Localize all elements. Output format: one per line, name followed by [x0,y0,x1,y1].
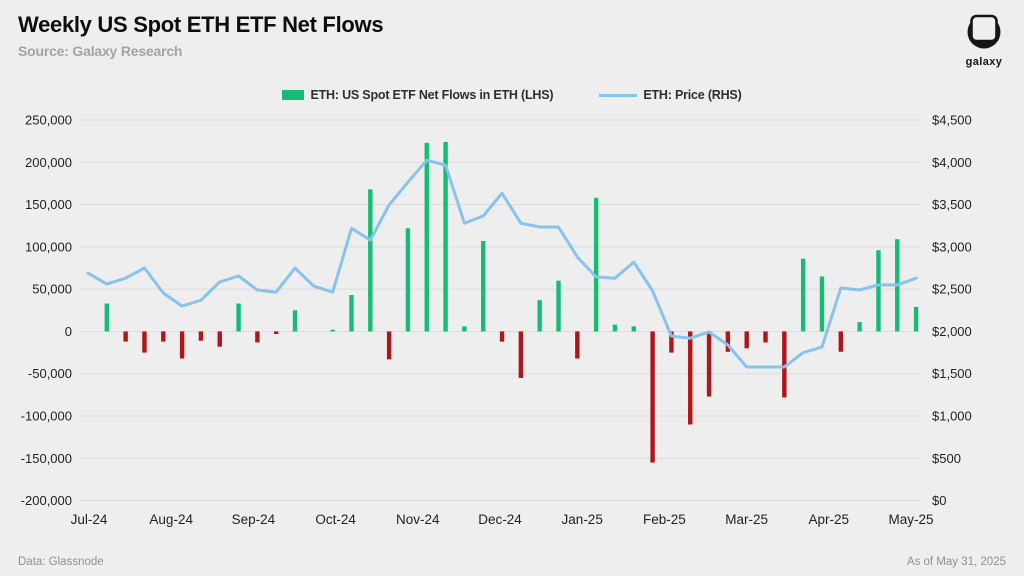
left-axis-tick: -100,000 [21,409,72,424]
galaxy-logo: galaxy [960,8,1008,68]
inflow-bar [481,240,486,332]
right-axis-tick: $4,000 [932,155,972,170]
chart-header: Weekly US Spot ETH ETF Net Flows Source:… [18,12,384,59]
right-axis-tick: $2,500 [932,282,972,297]
source-subtitle: Source: Galaxy Research [18,43,183,59]
legend: ETH: US Spot ETF Net Flows in ETH (LHS) … [0,88,1024,102]
inflow-bar [292,310,298,332]
inflow-bar [612,324,618,332]
right-axis-tick: $2,000 [932,324,972,339]
outflow-bar [217,331,222,347]
x-axis-month-label: Nov-24 [396,512,440,527]
outflow-bar [161,331,166,342]
data-source-note: Data: Glassnode [18,556,104,568]
outflow-bar [518,331,524,378]
left-axis-tick: 200,000 [25,155,72,170]
left-axis-tick: 50,000 [32,282,72,297]
inflow-bar [104,303,110,332]
legend-item-flows[interactable]: ETH: US Spot ETF Net Flows in ETH (LHS) [282,88,554,102]
inflow-bar [236,303,241,332]
outflow-bar [198,331,204,341]
galaxy-logo-icon [967,14,1001,49]
inflow-bar [556,280,561,332]
right-axis-tick: $1,500 [932,366,972,381]
legend-item-price[interactable]: ETH: Price (RHS) [599,88,742,102]
outflow-bar [688,331,693,425]
outflow-bar [499,331,505,342]
legend-price-label: ETH: Price (RHS) [643,88,742,102]
inflow-bar [913,306,919,332]
outflow-bar [386,331,392,360]
x-axis-month-label: May-25 [888,512,933,527]
outflow-bar [123,331,128,342]
left-axis-tick: 100,000 [25,239,72,254]
inflow-bar [405,228,411,332]
right-axis-tick: $1,000 [932,409,972,424]
flows-swatch-icon [282,90,305,100]
outflow-bar [179,331,185,359]
inflow-bar [800,258,806,332]
outflow-bar [575,331,580,359]
left-axis-tick: 0 [65,324,72,339]
outflow-bar [255,331,260,343]
x-axis-month-label: Dec-24 [478,512,522,527]
galaxy-logo-text: galaxy [965,56,1003,68]
x-axis-month-label: Jul-24 [71,512,108,527]
as-of-date: As of May 31, 2025 [906,556,1006,568]
outflow-bar [706,331,712,397]
outflow-bar [669,331,674,353]
x-axis-month-label: Feb-25 [643,512,686,527]
x-axis-month-label: Sep-24 [232,512,276,527]
right-axis-tick: $4,500 [932,113,972,128]
inflow-bar [349,295,354,332]
right-axis-tick: $0 [932,493,946,508]
x-axis-month-label: Aug-24 [149,512,193,527]
inflow-bar [631,326,636,332]
legend-flows-label: ETH: US Spot ETF Net Flows in ETH (LHS) [310,88,554,102]
inflow-bar [424,142,429,332]
outflow-bar [142,331,147,353]
right-axis-tick: $500 [932,451,961,466]
inflow-bar [876,250,881,332]
x-axis-month-label: Apr-25 [809,512,850,527]
left-axis-tick: 150,000 [25,197,72,212]
x-axis-month-label: Mar-25 [725,512,768,527]
outflow-bar [763,331,768,343]
outflow-bar [274,331,279,334]
inflow-bar [368,189,373,332]
inflow-bar [330,329,335,332]
price-line [86,158,918,369]
inflow-bar [537,300,542,332]
inflow-bar [593,197,599,332]
left-axis-tick: 250,000 [25,113,72,128]
left-axis-tick: -150,000 [21,451,72,466]
inflow-bar [819,276,825,332]
inflow-bar [857,322,862,332]
x-axis-month-label: Jan-25 [562,512,603,527]
left-axis-tick: -200,000 [21,493,72,508]
page-title: Weekly US Spot ETH ETF Net Flows [18,12,384,37]
outflow-bar [725,331,731,352]
outflow-bar [650,331,655,463]
inflow-bar [462,326,467,332]
price-line-icon [599,93,638,97]
outflow-bar [782,331,787,398]
x-axis-month-label: Oct-24 [315,512,356,527]
outflow-bar [838,331,843,352]
left-axis-tick: -50,000 [28,366,72,381]
inflow-bar [443,141,448,332]
right-axis-tick: $3,000 [932,239,972,254]
outflow-bar [744,331,749,349]
right-axis-tick: $3,500 [932,197,972,212]
